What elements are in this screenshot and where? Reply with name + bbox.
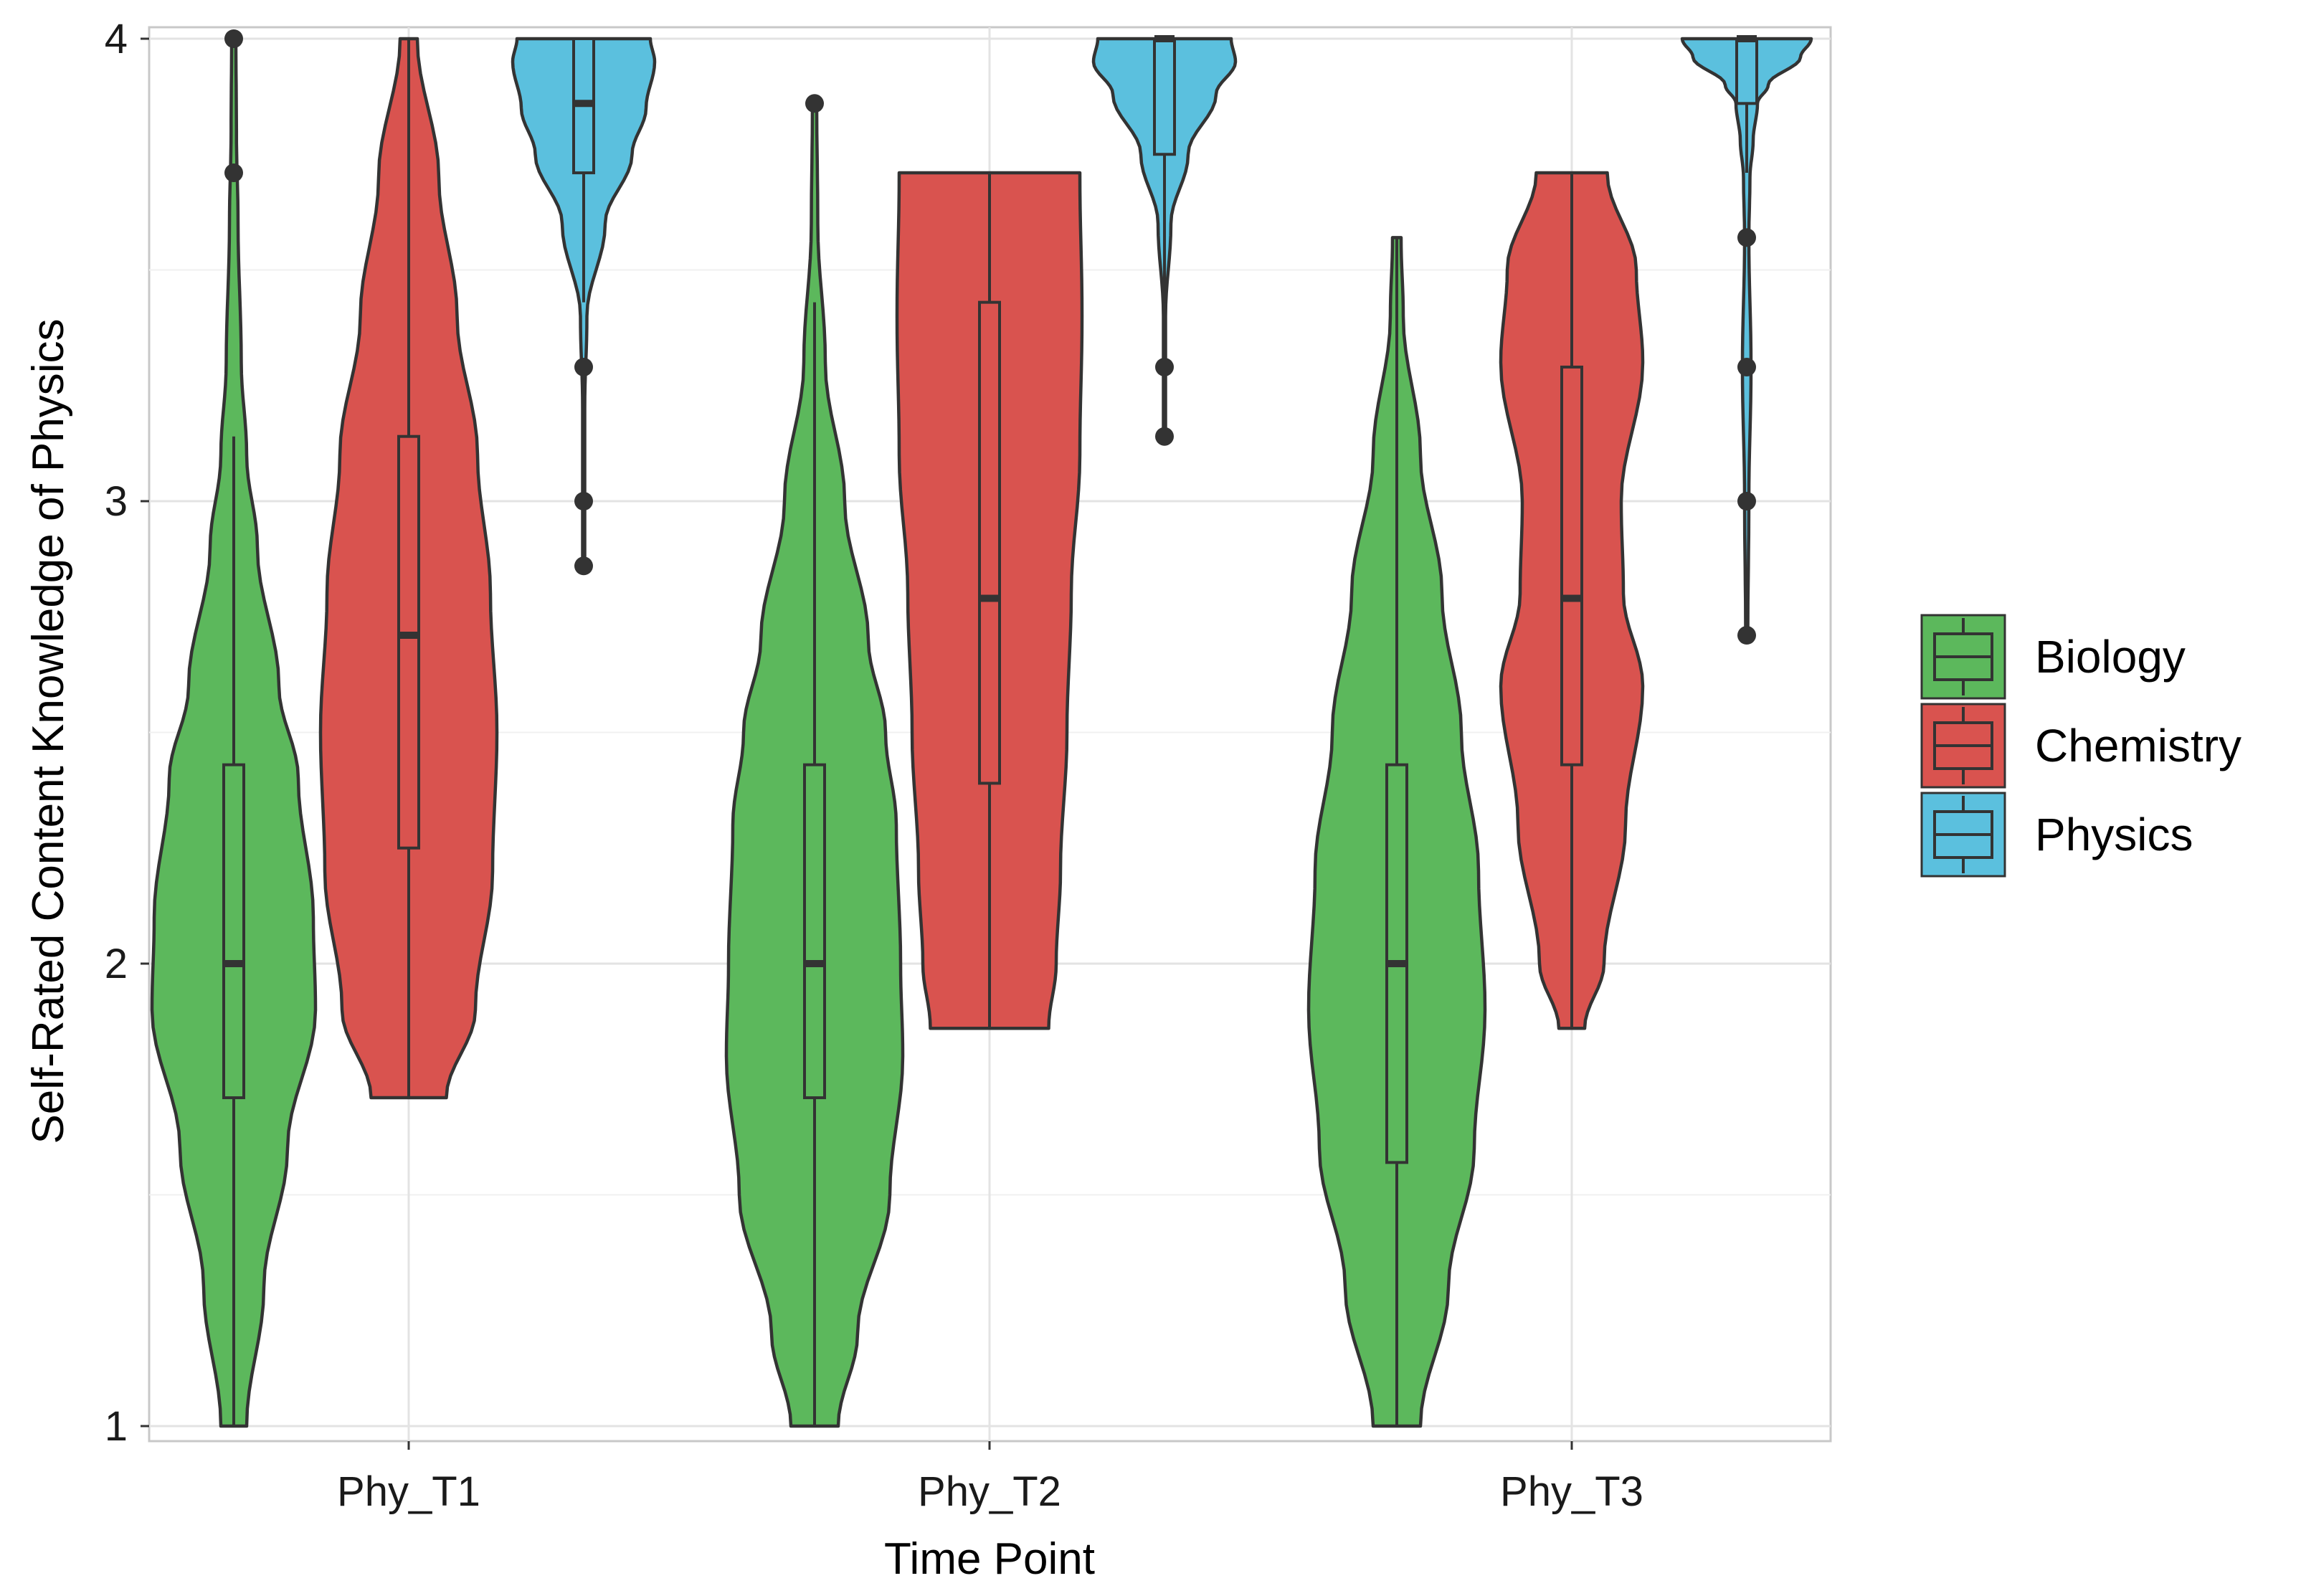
box-iqr xyxy=(397,434,420,850)
legend-key-biology xyxy=(1920,614,2006,700)
box-iqr xyxy=(978,300,1001,785)
outlier-point xyxy=(224,163,243,183)
box-iqr xyxy=(1560,365,1583,766)
outlier-point xyxy=(224,29,243,48)
violin-physics-phy_t3 xyxy=(1680,35,1813,645)
outlier-point xyxy=(574,357,593,376)
outlier-point xyxy=(1155,357,1174,376)
y-axis-title: Self-Rated Content Knowledge of Physics xyxy=(24,318,73,1144)
violin-physics-phy_t1 xyxy=(511,37,657,576)
x-tick-label: Phy_T3 xyxy=(1500,1468,1643,1515)
y-tick-label: 4 xyxy=(105,16,128,62)
box-iqr xyxy=(803,763,826,1100)
box-iqr xyxy=(222,763,245,1100)
outlier-point xyxy=(805,94,824,113)
outlier-point xyxy=(1155,427,1174,446)
violin-biology-phy_t1 xyxy=(150,29,318,1428)
x-axis-ticks: Phy_T1 Phy_T2 Phy_T3 xyxy=(337,1441,1643,1515)
legend-label: Physics xyxy=(2035,809,2193,860)
violin-chemistry-phy_t2 xyxy=(895,171,1084,1030)
outlier-point xyxy=(1737,357,1756,376)
outlier-point xyxy=(574,556,593,576)
y-tick-label: 1 xyxy=(105,1403,128,1450)
violin-chemistry-phy_t3 xyxy=(1499,171,1645,1030)
outlier-point xyxy=(1737,626,1756,645)
violin-chemistry-phy_t1 xyxy=(318,37,499,1100)
y-tick-label: 2 xyxy=(105,941,128,987)
box-iqr xyxy=(1153,37,1176,156)
box-iqr xyxy=(1735,37,1758,105)
violin-biology-phy_t3 xyxy=(1306,236,1487,1428)
legend-label: Biology xyxy=(2035,631,2186,683)
legend: Biology Chemistry Physics xyxy=(1920,614,2241,878)
legend-key-chemistry xyxy=(1920,703,2006,789)
violin-biology-phy_t2 xyxy=(724,94,905,1428)
outlier-point xyxy=(1737,228,1756,247)
violins xyxy=(150,29,1813,1428)
violin-physics-phy_t2 xyxy=(1091,35,1238,446)
outlier-point xyxy=(574,492,593,510)
x-tick-label: Phy_T2 xyxy=(918,1468,1061,1515)
x-axis-title: Time Point xyxy=(884,1534,1095,1584)
y-tick-label: 3 xyxy=(105,478,128,525)
y-axis-ticks: 1 2 3 4 xyxy=(105,16,149,1450)
x-tick-label: Phy_T1 xyxy=(337,1468,480,1515)
legend-label: Chemistry xyxy=(2035,720,2241,771)
legend-key-physics xyxy=(1920,792,2006,878)
outlier-point xyxy=(1737,492,1756,510)
